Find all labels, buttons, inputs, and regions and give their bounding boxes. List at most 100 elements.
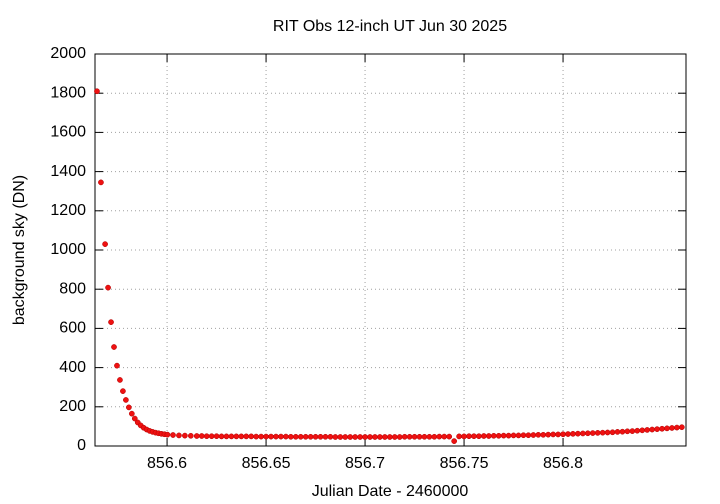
point xyxy=(233,433,240,440)
point xyxy=(406,433,413,440)
point xyxy=(357,434,363,440)
point xyxy=(644,427,651,433)
point xyxy=(243,433,250,440)
y-tick-label: 600 xyxy=(59,320,86,337)
point xyxy=(128,410,135,417)
point xyxy=(575,430,581,437)
x-tick-label: 856.8 xyxy=(543,455,583,472)
point xyxy=(540,431,547,438)
point xyxy=(238,433,245,440)
point xyxy=(624,428,631,435)
point xyxy=(639,427,646,434)
point xyxy=(258,433,264,440)
point xyxy=(495,432,502,439)
point xyxy=(659,425,665,432)
y-tick-label: 1200 xyxy=(50,202,86,219)
point xyxy=(505,432,512,439)
point xyxy=(599,429,606,436)
point xyxy=(560,431,566,438)
point xyxy=(362,434,368,440)
point xyxy=(94,88,100,95)
point xyxy=(126,404,132,411)
point xyxy=(347,434,354,440)
point xyxy=(579,430,586,437)
point xyxy=(302,433,309,440)
point xyxy=(451,438,458,444)
point xyxy=(485,433,492,439)
point xyxy=(342,434,349,440)
point xyxy=(317,433,324,440)
point xyxy=(382,434,388,440)
point xyxy=(307,433,314,440)
point xyxy=(170,432,176,438)
point xyxy=(565,431,571,437)
point xyxy=(481,433,487,439)
point xyxy=(545,431,552,438)
y-axis-label: background sky (DN) xyxy=(11,175,28,325)
point xyxy=(391,434,398,440)
point xyxy=(372,434,378,440)
point xyxy=(466,433,472,440)
y-tick-label: 2000 xyxy=(50,45,86,62)
point xyxy=(268,433,274,440)
y-tick-label: 1600 xyxy=(50,124,86,141)
point xyxy=(292,433,299,440)
point xyxy=(669,425,675,431)
point xyxy=(120,388,126,394)
point xyxy=(594,430,601,436)
point xyxy=(102,241,108,247)
point xyxy=(117,377,123,383)
point xyxy=(263,433,269,440)
point xyxy=(253,433,260,440)
y-tick-label: 0 xyxy=(77,437,86,454)
point xyxy=(520,432,527,439)
point xyxy=(114,362,120,369)
point xyxy=(278,433,284,440)
point xyxy=(337,434,344,440)
point xyxy=(377,434,383,440)
point xyxy=(678,424,685,431)
point xyxy=(352,434,359,440)
point xyxy=(208,433,215,440)
point xyxy=(476,433,482,440)
point xyxy=(198,433,205,439)
point xyxy=(98,179,104,186)
y-tick-label: 1400 xyxy=(50,163,86,180)
point xyxy=(287,433,294,440)
point xyxy=(614,429,621,435)
point xyxy=(223,433,230,440)
point xyxy=(619,428,626,435)
point xyxy=(436,433,443,440)
point xyxy=(555,431,561,438)
point xyxy=(411,433,418,440)
point xyxy=(490,432,497,439)
x-tick-label: 856.7 xyxy=(345,455,385,472)
point xyxy=(431,433,438,440)
point xyxy=(218,433,225,440)
y-tick-label: 400 xyxy=(59,359,86,376)
point xyxy=(164,431,171,438)
y-tick-label: 1000 xyxy=(50,241,86,258)
point xyxy=(446,433,453,440)
point xyxy=(312,433,319,440)
point xyxy=(649,426,655,433)
point xyxy=(283,433,289,440)
point xyxy=(461,433,467,440)
point xyxy=(273,433,279,440)
point xyxy=(629,428,636,434)
point xyxy=(589,430,596,436)
point xyxy=(515,432,522,439)
point xyxy=(187,432,194,439)
point xyxy=(500,432,507,439)
point xyxy=(654,426,660,432)
point xyxy=(664,425,670,432)
point xyxy=(530,432,537,438)
point xyxy=(609,429,616,436)
x-tick-label: 856.65 xyxy=(242,455,291,472)
point xyxy=(327,433,334,440)
point xyxy=(332,434,339,440)
point xyxy=(426,433,433,440)
point xyxy=(248,433,255,440)
point xyxy=(570,430,576,437)
